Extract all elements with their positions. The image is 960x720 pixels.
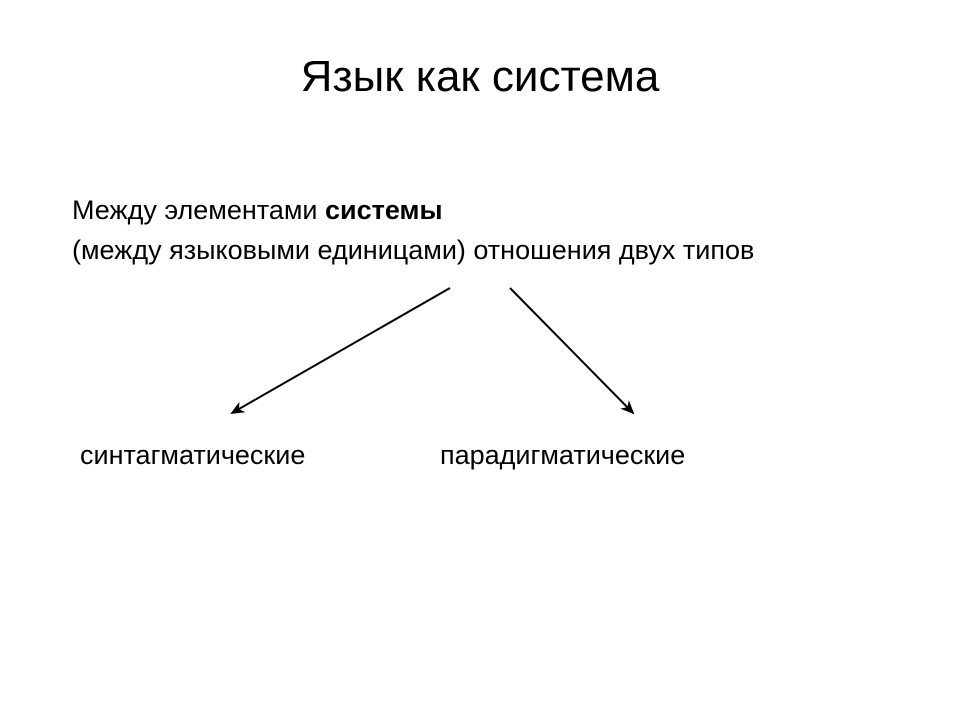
arrows-diagram — [0, 0, 960, 720]
body-line-1: Между элементами системы — [72, 195, 443, 226]
slide-title: Язык как система — [0, 52, 960, 102]
leaf-left-label: синтагматические — [80, 440, 305, 471]
body-line-1-bold: системы — [325, 195, 443, 225]
body-line-1-prefix: Между элементами — [72, 195, 325, 225]
arrow-right — [510, 288, 633, 413]
slide: Язык как система Между элементами систем… — [0, 0, 960, 720]
leaf-right-label: парадигматические — [440, 440, 685, 471]
arrow-left — [232, 288, 450, 413]
body-line-2: (между языковыми единицами) отношения дв… — [72, 235, 754, 266]
